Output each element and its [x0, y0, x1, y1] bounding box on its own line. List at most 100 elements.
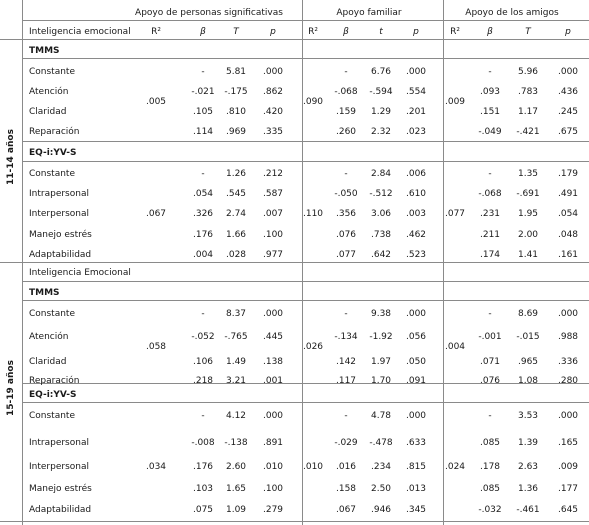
table-value: .420: [262, 107, 284, 117]
table-value: .738: [370, 230, 392, 240]
stat-header: β: [487, 27, 493, 37]
table-value: 2.84: [370, 169, 392, 179]
table-value: .633: [405, 438, 427, 448]
r2-value: .024: [444, 462, 466, 472]
table-value: .075: [192, 505, 214, 515]
row-label: Constante: [29, 67, 75, 77]
table-value: .988: [557, 332, 579, 342]
table-value: .000: [405, 67, 427, 77]
row-label: Interpersonal: [29, 209, 89, 219]
stat-header: R²: [308, 27, 318, 37]
row-label: Manejo estrés: [29, 484, 92, 494]
table-value: .336: [557, 357, 579, 367]
table-value: .178: [479, 462, 501, 472]
row-label: Reparación: [29, 127, 80, 137]
table-value: .151: [479, 107, 501, 117]
table-value: -: [488, 309, 492, 319]
table-value: .161: [557, 250, 579, 260]
row-divider: [22, 383, 589, 384]
row-divider: [22, 58, 589, 59]
table-value: .462: [405, 230, 427, 240]
table-value: -.029: [334, 438, 358, 448]
table-value: -.421: [516, 127, 540, 137]
row-label: Interpersonal: [29, 462, 89, 472]
table-value: .280: [557, 376, 579, 386]
stat-header: β: [200, 27, 206, 37]
row-divider: [0, 39, 589, 40]
stat-header: R²: [450, 27, 460, 37]
block-title: EQ-i:YV-S: [29, 148, 77, 158]
table-value: -: [201, 309, 205, 319]
table-value: 1.95: [517, 209, 539, 219]
table-value: 5.81: [225, 67, 247, 77]
table-value: .091: [405, 376, 427, 386]
table-value: .977: [262, 250, 284, 260]
table-value: 9.38: [370, 309, 392, 319]
table-value: -.512: [369, 189, 393, 199]
group-header: Apoyo familiar: [336, 8, 402, 18]
table-value: .231: [479, 209, 501, 219]
row-label: Atención: [29, 332, 69, 342]
table-value: .234: [370, 462, 392, 472]
table-value: .965: [517, 357, 539, 367]
block-title: TMMS: [29, 46, 60, 56]
row-label: Claridad: [29, 107, 67, 117]
table-value: -: [488, 411, 492, 421]
r2-value: .090: [302, 97, 324, 107]
table-value: .000: [262, 309, 284, 319]
table-value: 1.70: [370, 376, 392, 386]
table-value: .212: [262, 169, 284, 179]
table-value: 1.36: [517, 484, 539, 494]
r2-value: .005: [145, 97, 167, 107]
table-value: .003: [405, 209, 427, 219]
row-label: Constante: [29, 169, 75, 179]
table-value: .106: [192, 357, 214, 367]
table-value: .117: [335, 376, 357, 386]
table-value: .000: [262, 411, 284, 421]
table-value: 1.17: [517, 107, 539, 117]
stat-header: t: [379, 27, 383, 37]
table-value: .165: [557, 438, 579, 448]
table-value: .013: [405, 484, 427, 494]
table-value: -.175: [224, 87, 248, 97]
table-value: -: [488, 169, 492, 179]
group-header: Apoyo de personas significativas: [135, 8, 283, 18]
block-title: TMMS: [29, 288, 60, 298]
table-value: -1.92: [369, 332, 393, 342]
table-value: 1.65: [225, 484, 247, 494]
table-value: 3.21: [225, 376, 247, 386]
table-value: -.008: [191, 438, 215, 448]
stat-header: T: [525, 27, 531, 37]
table-value: .006: [405, 169, 427, 179]
table-value: .085: [479, 484, 501, 494]
row-label: Adaptabilidad: [29, 250, 92, 260]
table-value: 1.66: [225, 230, 247, 240]
table-value: .048: [557, 230, 579, 240]
table-value: -.050: [334, 189, 358, 199]
table-value: .491: [557, 189, 579, 199]
table-value: .176: [192, 230, 214, 240]
table-value: .158: [335, 484, 357, 494]
row-divider: [22, 141, 589, 142]
r2-value: .026: [302, 342, 324, 352]
table-value: .000: [557, 309, 579, 319]
table-value: -.691: [516, 189, 540, 199]
table-value: -: [201, 67, 205, 77]
table-value: -.134: [334, 332, 358, 342]
table-value: -: [201, 411, 205, 421]
r2-value: .058: [145, 342, 167, 352]
table-value: .645: [557, 505, 579, 515]
table-value: 2.50: [370, 484, 392, 494]
subheader-ie: Inteligencia Emocional: [29, 268, 131, 278]
table-value: 1.09: [225, 505, 247, 515]
table-value: -: [344, 67, 348, 77]
table-value: 4.78: [370, 411, 392, 421]
table-value: 2.60: [225, 462, 247, 472]
table-value: .009: [557, 462, 579, 472]
table-value: -.049: [478, 127, 502, 137]
table-value: -.068: [478, 189, 502, 199]
table-value: .345: [405, 505, 427, 515]
r2-value: .034: [145, 462, 167, 472]
table-value: .105: [192, 107, 214, 117]
